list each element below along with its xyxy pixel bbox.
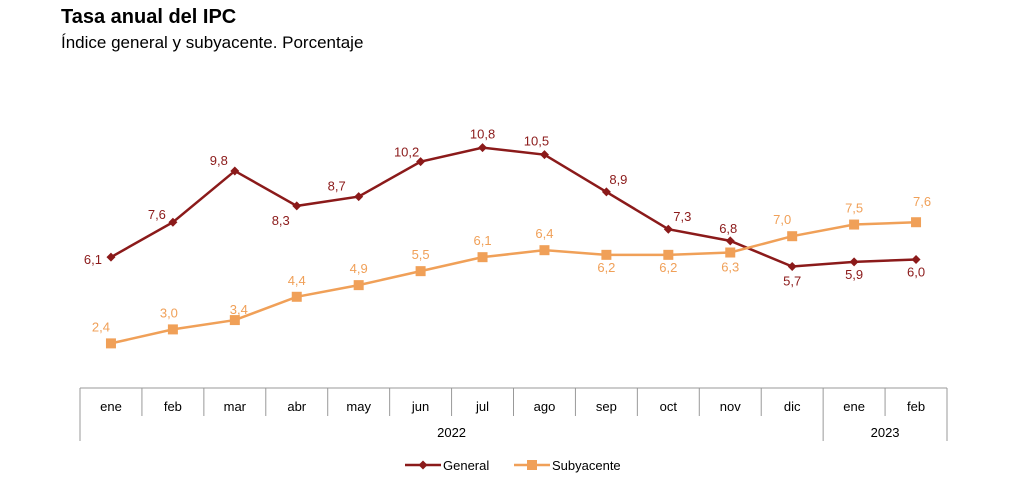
series-line-subyacente <box>110 220 917 345</box>
data-point-subyacente <box>601 249 612 260</box>
data-label-general: 8,3 <box>272 213 290 228</box>
x-tick-label: sep <box>596 399 617 414</box>
data-label-general: 7,6 <box>148 207 166 222</box>
x-tick-label: ene <box>843 399 865 414</box>
data-label-general: 6,0 <box>907 265 925 280</box>
data-label-general: 5,9 <box>845 267 863 282</box>
data-point-general <box>106 252 116 262</box>
data-label-subyacente: 7,5 <box>845 201 863 216</box>
x-tick-label: feb <box>907 399 925 414</box>
data-point-subyacente <box>787 231 798 242</box>
legend-marker-general <box>418 460 428 470</box>
data-point-general <box>911 255 921 264</box>
data-point-subyacente <box>415 266 426 277</box>
data-label-general: 8,7 <box>328 179 346 194</box>
year-label: 2022 <box>437 425 466 440</box>
data-point-general <box>168 217 178 227</box>
chart-subtitle: Índice general y subyacente. Porcentaje <box>61 33 364 52</box>
data-point-general <box>663 224 673 234</box>
data-point-subyacente <box>229 315 240 326</box>
x-tick-label: jul <box>475 399 489 414</box>
data-label-general: 10,5 <box>524 134 549 149</box>
data-point-subyacente <box>477 252 488 263</box>
series-line-general <box>110 146 917 268</box>
data-label-subyacente: 3,0 <box>160 305 178 320</box>
data-point-subyacente <box>911 217 922 228</box>
data-point-general <box>849 257 859 267</box>
data-label-subyacente: 6,3 <box>721 260 739 275</box>
data-point-subyacente <box>291 291 302 302</box>
data-label-subyacente: 6,2 <box>597 260 615 275</box>
data-label-subyacente: 4,9 <box>350 261 368 276</box>
data-point-general <box>292 201 302 211</box>
data-label-general: 10,8 <box>470 127 495 142</box>
data-point-subyacente <box>105 338 116 349</box>
data-point-subyacente <box>353 280 364 291</box>
x-tick-label: mar <box>224 399 247 414</box>
data-point-subyacente <box>167 324 178 335</box>
data-point-general <box>416 157 426 167</box>
data-label-subyacente: 2,4 <box>92 319 110 334</box>
data-label-general: 10,2 <box>394 145 419 160</box>
data-label-subyacente: 3,4 <box>230 302 248 317</box>
data-point-general <box>230 166 240 176</box>
data-point-general <box>354 192 364 202</box>
data-label-subyacente: 5,5 <box>412 247 430 262</box>
data-point-general <box>725 236 735 246</box>
x-tick-label: nov <box>720 399 741 414</box>
data-point-general <box>787 261 797 271</box>
data-label-general: 6,8 <box>719 221 737 236</box>
chart-title: Tasa anual del IPC <box>61 6 237 28</box>
data-label-subyacente: 7,0 <box>773 212 791 227</box>
x-tick-label: abr <box>287 399 306 414</box>
legend-marker-subyacente <box>527 460 537 470</box>
x-tick-label: ene <box>100 399 122 414</box>
data-label-subyacente: 4,4 <box>288 273 306 288</box>
data-label-general: 5,7 <box>783 273 801 288</box>
legend-label-subyacente: Subyacente <box>552 458 621 473</box>
legend-label-general: General <box>443 458 489 473</box>
data-point-general <box>478 143 488 153</box>
data-label-subyacente: 6,1 <box>473 233 491 248</box>
data-point-subyacente <box>539 245 550 256</box>
data-point-subyacente <box>725 247 736 258</box>
data-label-general: 7,3 <box>673 209 691 224</box>
data-label-general: 6,1 <box>84 252 102 267</box>
data-point-subyacente <box>849 219 860 230</box>
x-tick-label: ago <box>534 399 556 414</box>
data-label-subyacente: 6,4 <box>535 226 553 241</box>
data-label-subyacente: 6,2 <box>659 260 677 275</box>
x-tick-label: feb <box>164 399 182 414</box>
year-label: 2023 <box>871 425 900 440</box>
data-point-general <box>539 150 549 160</box>
x-tick-label: dic <box>784 399 801 414</box>
data-point-general <box>601 187 611 197</box>
x-tick-label: oct <box>660 399 678 414</box>
data-label-general: 9,8 <box>210 153 228 168</box>
x-tick-label: jun <box>411 399 429 414</box>
data-label-subyacente: 7,6 <box>913 194 931 209</box>
x-tick-label: may <box>346 399 371 414</box>
data-label-general: 8,9 <box>609 172 627 187</box>
data-point-subyacente <box>663 249 674 260</box>
